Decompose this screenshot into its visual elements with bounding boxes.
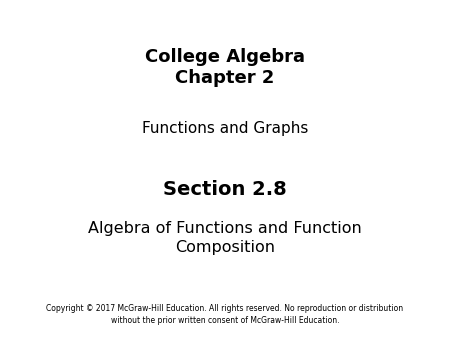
Text: Functions and Graphs: Functions and Graphs	[142, 121, 308, 136]
Text: Algebra of Functions and Function
Composition: Algebra of Functions and Function Compos…	[88, 221, 362, 256]
Text: Copyright © 2017 McGraw-Hill Education. All rights reserved. No reproduction or : Copyright © 2017 McGraw-Hill Education. …	[46, 304, 404, 325]
Text: College Algebra
Chapter 2: College Algebra Chapter 2	[145, 48, 305, 87]
Text: Section 2.8: Section 2.8	[163, 180, 287, 199]
